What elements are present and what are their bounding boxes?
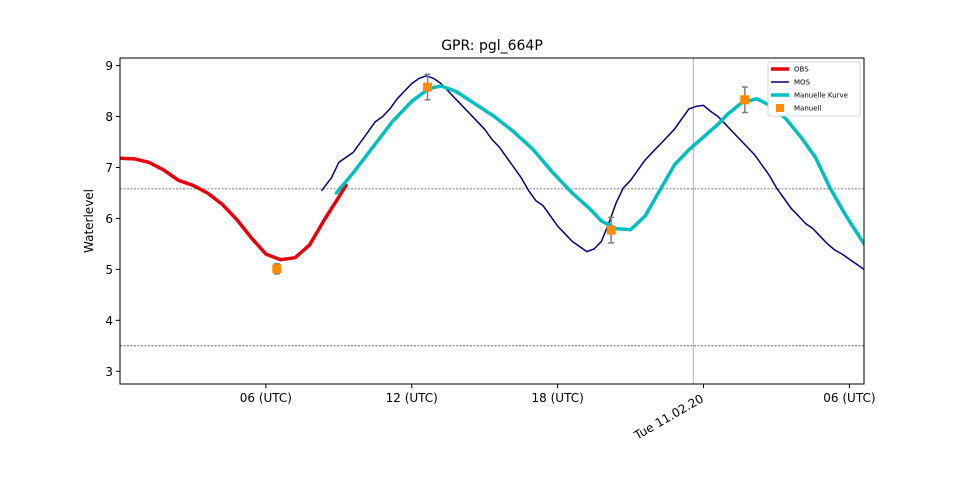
plot-frame	[119, 57, 865, 385]
manual-points	[272, 73, 750, 275]
y-tick-label: 9	[105, 59, 113, 73]
y-tick-label: 5	[105, 263, 113, 277]
legend-label: MOS	[794, 79, 811, 87]
y-tick-label: 6	[105, 212, 113, 226]
legend-box	[767, 61, 861, 117]
y-tick-label: 8	[105, 110, 113, 124]
legend-label: Manuell	[794, 105, 821, 113]
legend-label: Manuelle Kurve	[794, 92, 848, 100]
series-line-obs	[120, 156, 348, 262]
y-tick-label: 4	[105, 314, 113, 328]
manual-point	[606, 225, 616, 235]
legend-label: OBS	[794, 66, 809, 74]
manual-point	[272, 264, 282, 274]
chart-title: GPR: pgl_664P	[441, 38, 543, 54]
x-tick-label: 06 (UTC)	[240, 391, 292, 405]
manual-point	[423, 82, 433, 92]
series-line-mos	[321, 75, 864, 271]
x-tick-label: 06 (UTC)	[823, 391, 875, 405]
legend-swatch	[776, 104, 784, 112]
x-tick-label: 12 (UTC)	[386, 391, 438, 405]
y-tick-label: 7	[105, 161, 113, 175]
manual-point	[740, 95, 750, 105]
reference-lines	[120, 58, 864, 384]
y-axis-label: Waterlevel	[82, 189, 96, 253]
y-tick-label: 3	[105, 365, 113, 379]
x-tick-label: 18 (UTC)	[532, 391, 584, 405]
legend: OBS MOS Manuelle Kurve Manuell	[767, 61, 861, 117]
